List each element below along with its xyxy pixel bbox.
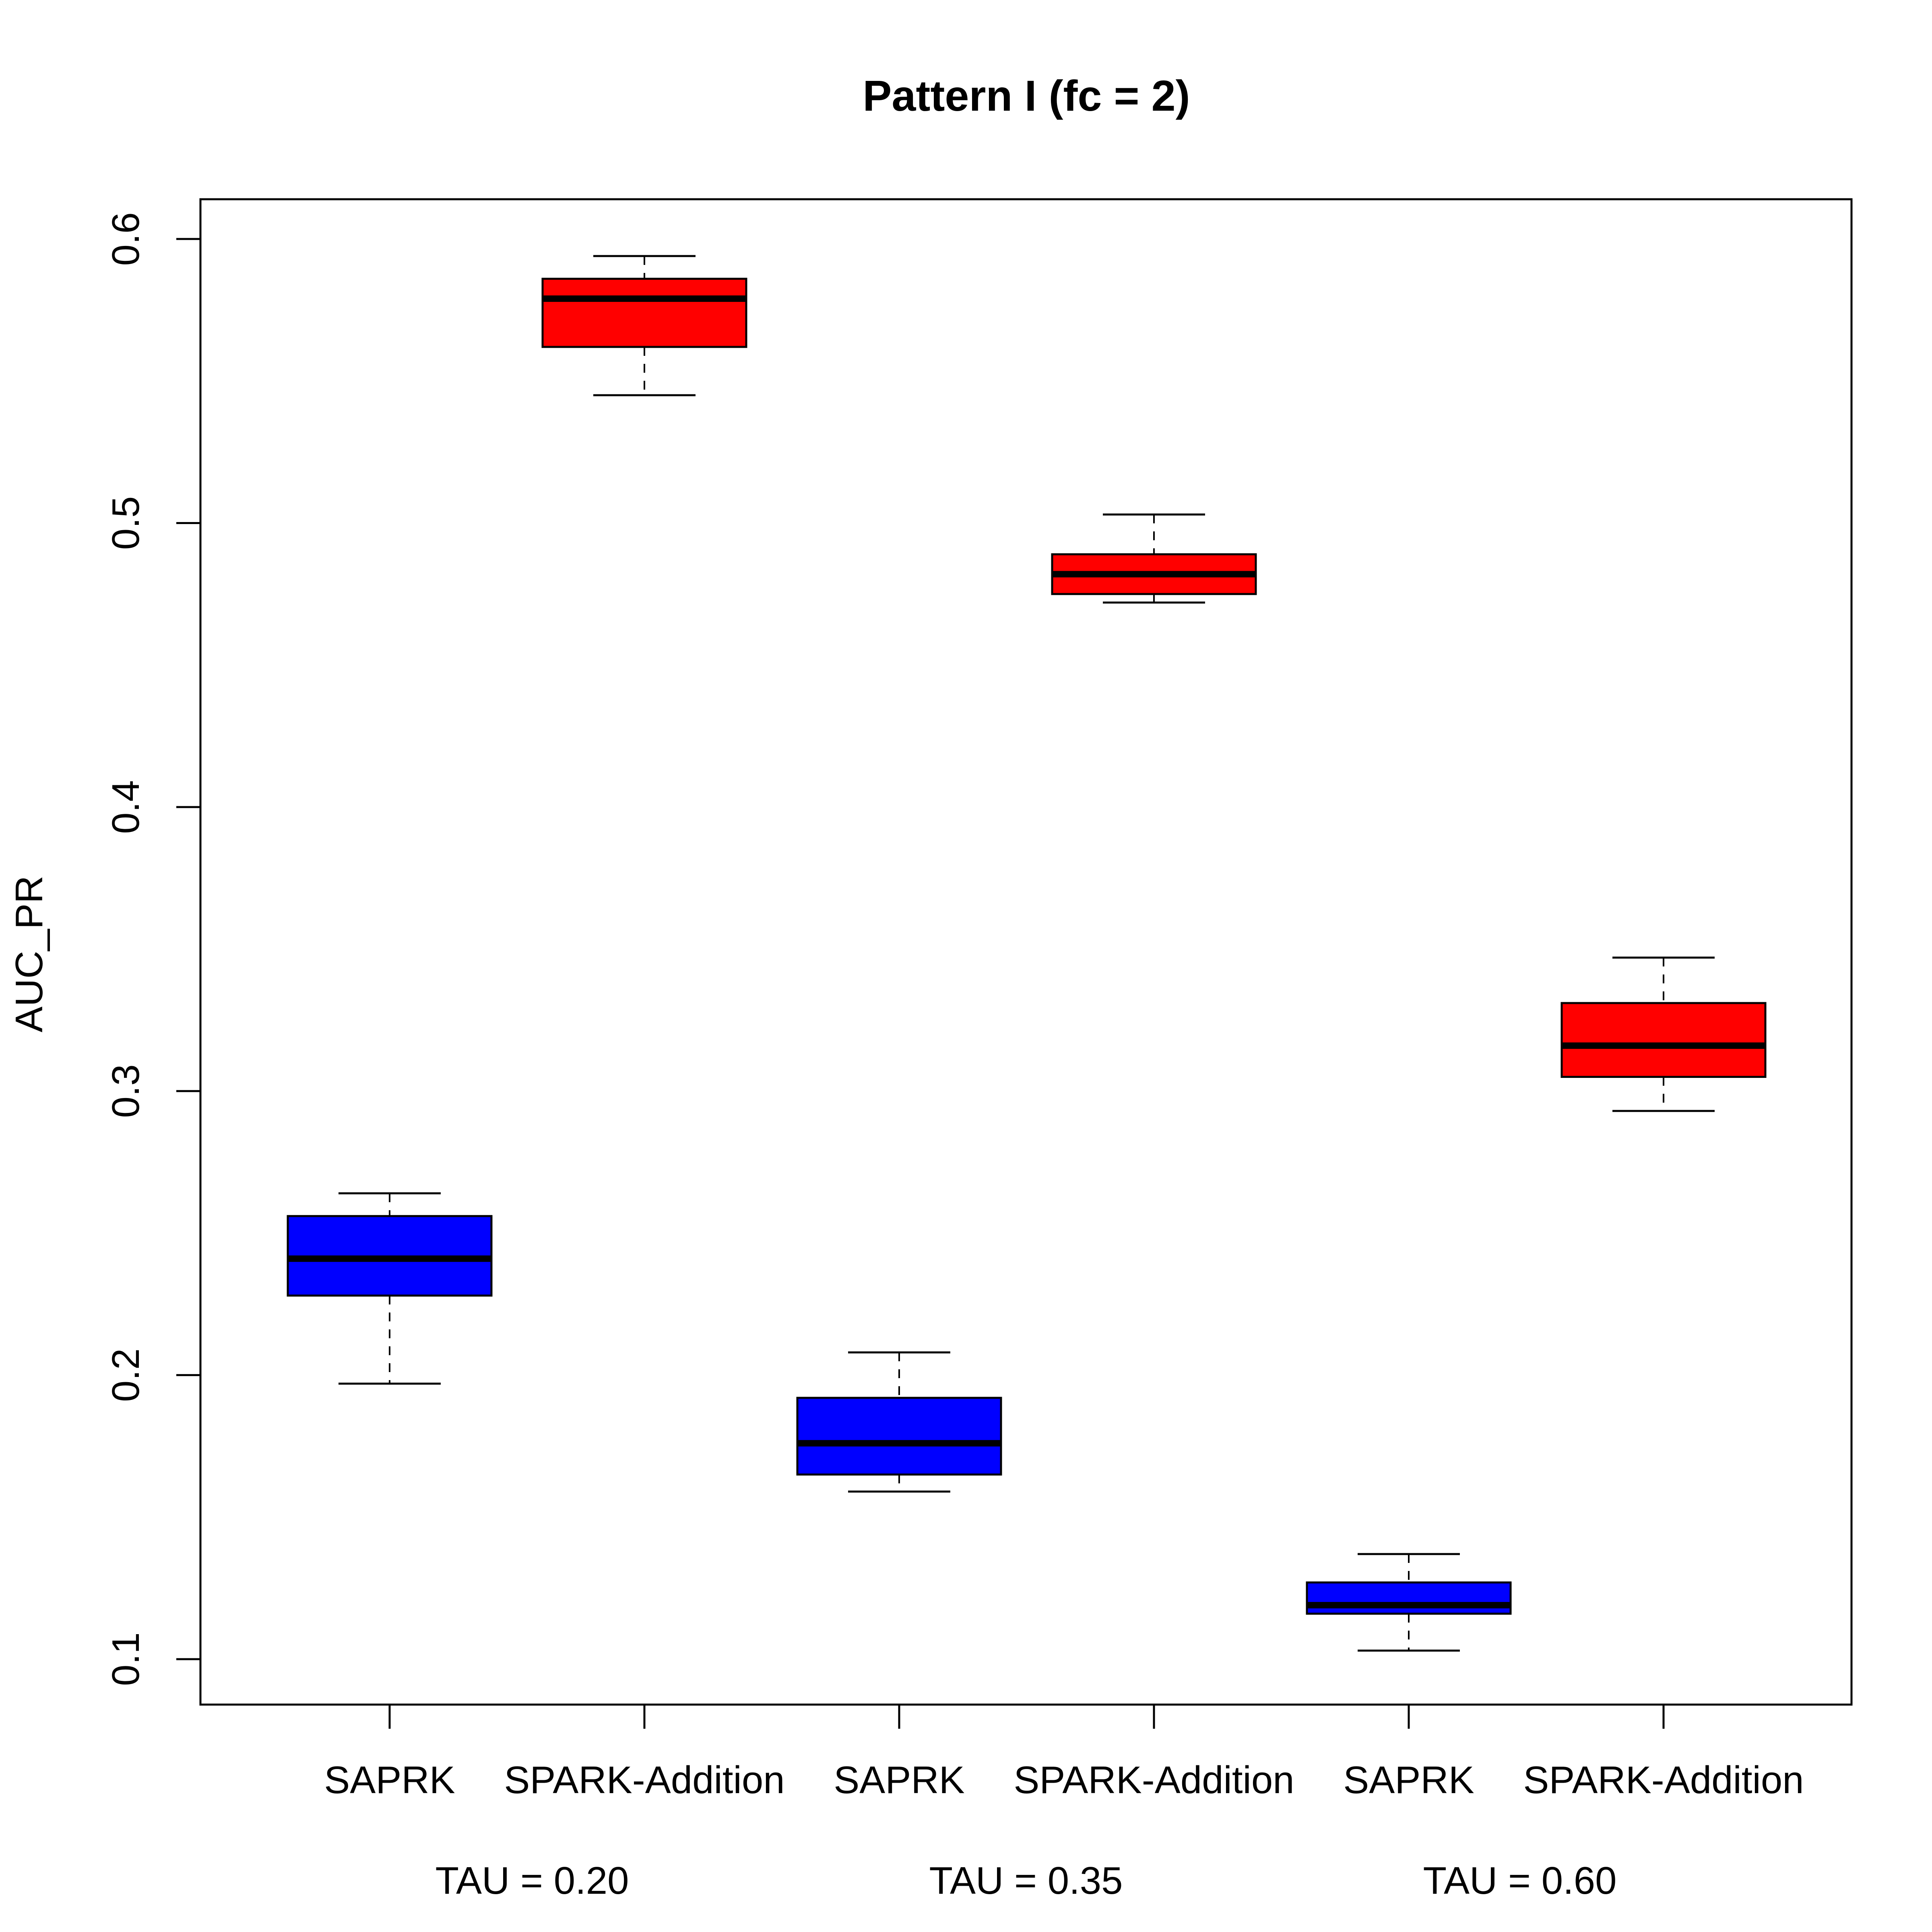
box-3: [796, 1351, 1002, 1493]
group-label: TAU = 0.20: [435, 1859, 629, 1902]
x-tick-label: SAPRK: [1343, 1759, 1474, 1802]
x-tick-label: SPARK-Addition: [1523, 1759, 1804, 1802]
group-label: TAU = 0.35: [929, 1859, 1123, 1902]
y-tick-label: 0.2: [104, 1348, 147, 1402]
x-axis: SAPRK SPARK-Addition SAPRK SPARK-Addition SA…: [324, 1705, 1804, 1802]
box-iqr: [1560, 1002, 1767, 1078]
box-series: [287, 255, 1767, 1652]
y-axis-label: AUC_PR: [8, 875, 51, 1032]
box-2: [541, 255, 747, 396]
y-tick-label: 0.4: [104, 780, 147, 834]
box-5: [1306, 1553, 1512, 1652]
box-iqr: [796, 1397, 1002, 1476]
x-tick-label: SAPRK: [834, 1759, 964, 1802]
chart-title: Pattern I (fc = 2): [863, 71, 1190, 120]
x-tick-label: SAPRK: [324, 1759, 455, 1802]
y-tick-label: 0.1: [104, 1632, 147, 1686]
plot-frame: [199, 198, 1853, 1706]
box-1: [287, 1192, 493, 1385]
box-iqr: [541, 278, 747, 348]
box-iqr: [1306, 1581, 1512, 1615]
box-4: [1051, 513, 1257, 604]
group-labels: TAU = 0.20 TAU = 0.35 TAU = 0.60: [435, 1859, 1616, 1902]
x-tick-label: SPARK-Addition: [1013, 1759, 1294, 1802]
x-tick-label: SPARK-Addition: [504, 1759, 784, 1802]
y-tick-label: 0.6: [104, 212, 147, 266]
group-label: TAU = 0.60: [1423, 1859, 1616, 1902]
y-axis: 0.1 0.2 0.3 0.4 0.5 0.6: [104, 212, 200, 1686]
y-tick-label: 0.5: [104, 496, 147, 550]
y-tick-label: 0.3: [104, 1064, 147, 1118]
box-6: [1560, 956, 1767, 1112]
